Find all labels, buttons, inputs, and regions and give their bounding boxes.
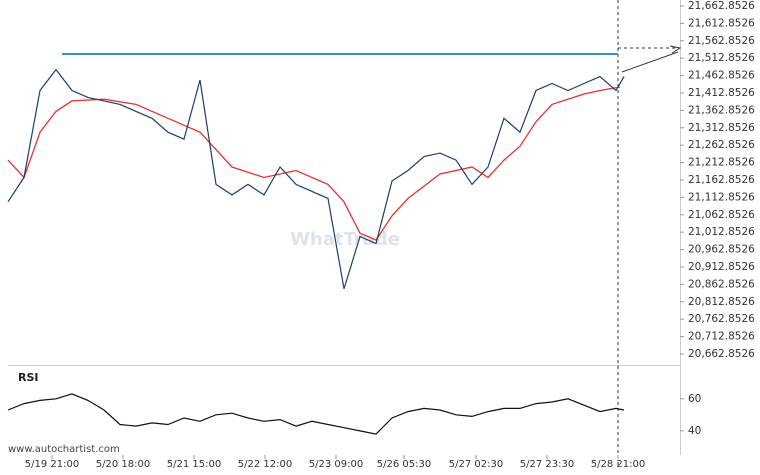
x-tick-label: 5/20 18:00 <box>96 459 150 470</box>
x-tick-label: 5/26 05:30 <box>377 459 431 470</box>
x-tick-label: 5/28 21:00 <box>591 459 645 470</box>
y-tick-label: 21,412.8526 <box>688 87 755 99</box>
y-tick-label: 21,262.8526 <box>688 139 755 151</box>
y-tick-label: 21,012.8526 <box>688 226 755 238</box>
price-line <box>7 68 625 289</box>
y-tick-label: 20,712.8526 <box>688 331 755 343</box>
moving-average <box>7 86 621 241</box>
arrow-head <box>669 45 682 54</box>
price-line <box>7 393 625 435</box>
y-tick-label: 20,762.8526 <box>688 313 755 325</box>
y-tick-label: 21,062.8526 <box>688 209 755 221</box>
y-tick-label: 21,112.8526 <box>688 191 755 203</box>
watermark: WhatTrade <box>290 229 400 250</box>
y-tick-label: 21,512.8526 <box>688 52 755 64</box>
rsi-title: RSI <box>18 371 39 384</box>
projection-arrow <box>621 51 679 73</box>
y-tick-label: 20,812.8526 <box>688 296 755 308</box>
y-tick-label: 20,912.8526 <box>688 261 755 273</box>
x-tick-label: 5/23 09:00 <box>309 459 363 470</box>
x-tick-label: 5/19 21:00 <box>25 459 79 470</box>
y-tick-label: 21,362.8526 <box>688 104 755 116</box>
y-tick-label: 20,662.8526 <box>688 348 755 360</box>
y-tick-label: 40 <box>688 425 701 437</box>
x-tick-label: 5/27 23:30 <box>520 459 574 470</box>
y-tick-label: 21,662.8526 <box>688 0 755 12</box>
x-tick-label: 5/22 12:00 <box>238 459 292 470</box>
x-tick-label: 5/27 02:30 <box>449 459 503 470</box>
y-tick-label: 21,312.8526 <box>688 122 755 134</box>
y-tick-label: 21,562.8526 <box>688 35 755 47</box>
y-tick-label: 21,612.8526 <box>688 17 755 29</box>
y-tick-label: 20,962.8526 <box>688 244 755 256</box>
y-tick-label: 21,162.8526 <box>688 174 755 186</box>
y-tick-label: 21,212.8526 <box>688 157 755 169</box>
y-tick-label: 60 <box>688 393 701 405</box>
y-tick-label: 21,462.8526 <box>688 70 755 82</box>
x-tick-label: 5/21 15:00 <box>167 459 221 470</box>
y-tick-label: 20,862.8526 <box>688 278 755 290</box>
footer: www.autochartist.com <box>8 444 120 455</box>
